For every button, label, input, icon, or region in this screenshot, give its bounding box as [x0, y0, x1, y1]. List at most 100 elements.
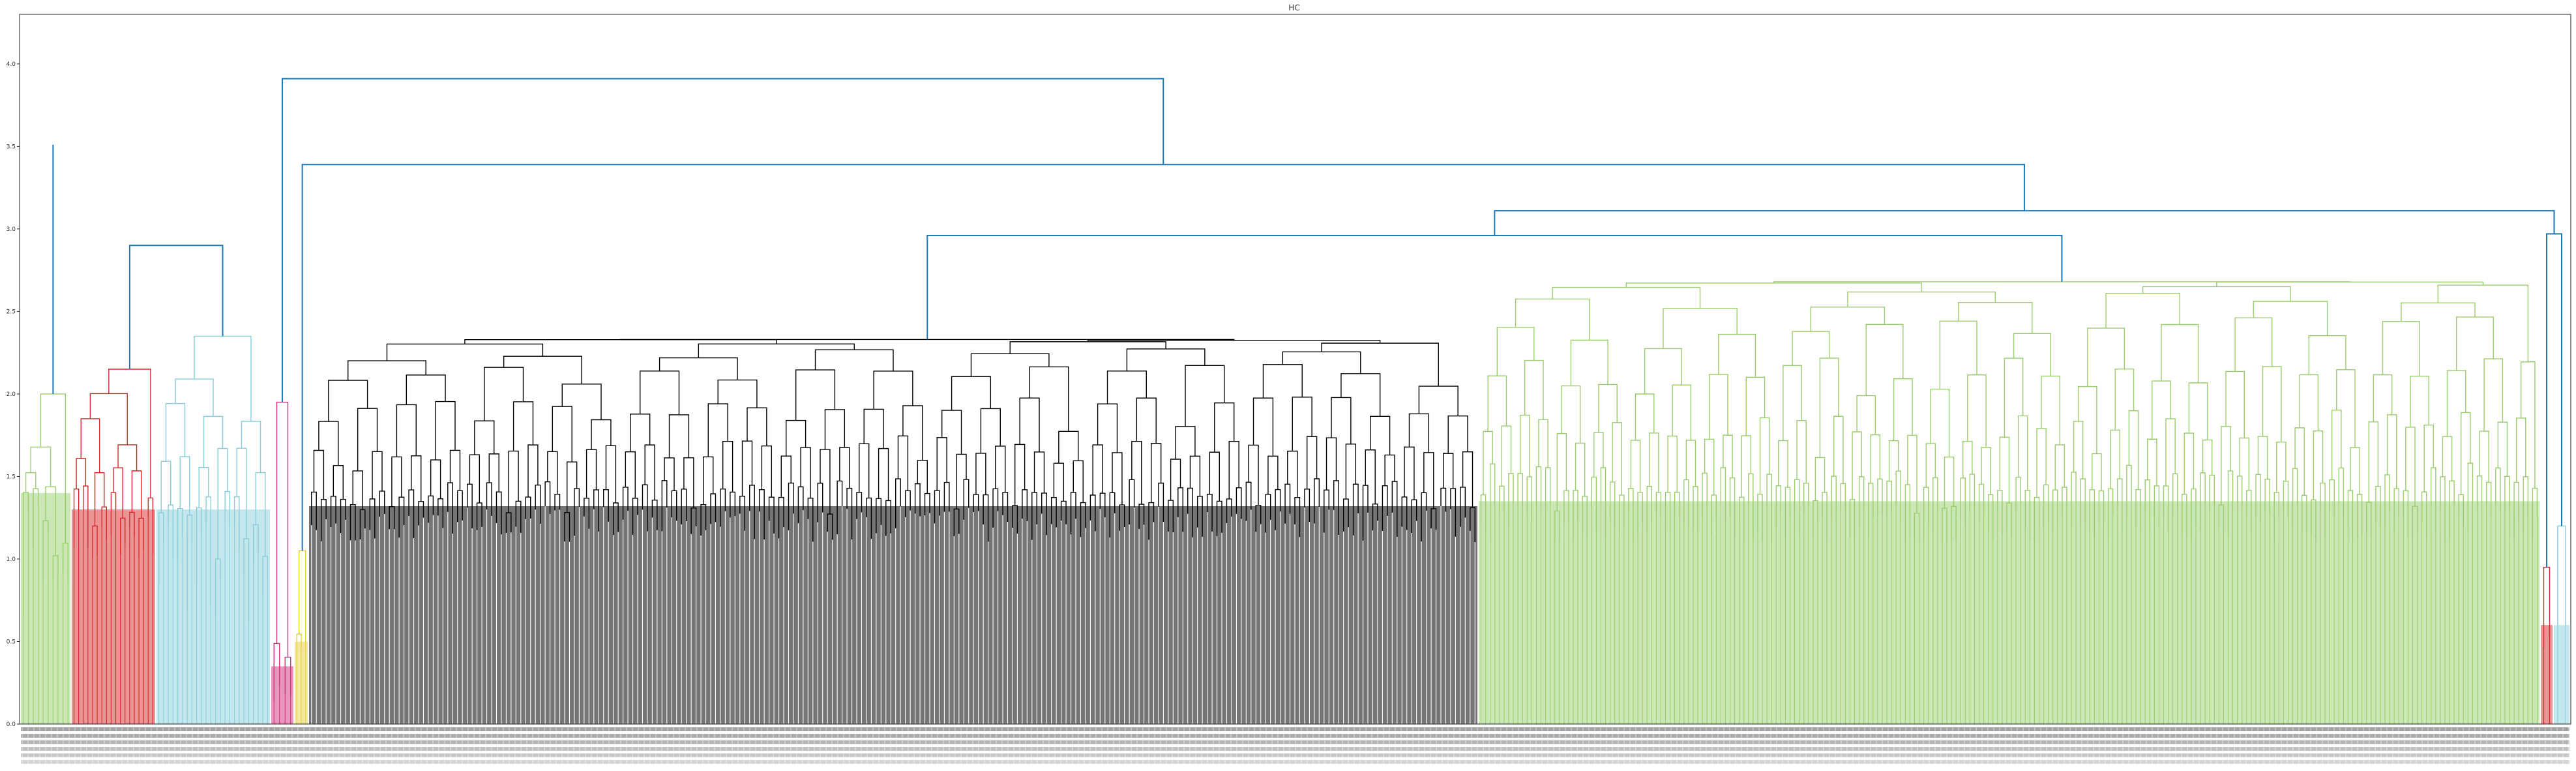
branch-c2	[92, 525, 98, 559]
branch-c6	[464, 339, 777, 344]
branch-c6	[391, 456, 402, 507]
branch-c7	[2126, 464, 2132, 520]
branch-c6	[956, 453, 967, 509]
branch-c7	[2218, 504, 2225, 535]
branch-c7	[1612, 422, 1622, 495]
branch-c6	[739, 495, 745, 531]
branch-c6	[876, 498, 882, 534]
branch-c7	[2437, 284, 2529, 362]
branch-c7	[2449, 480, 2455, 541]
branch-c6	[411, 455, 422, 502]
branch-c5	[298, 550, 306, 653]
branch-c7	[2043, 484, 2049, 523]
branch-c6	[683, 457, 694, 508]
branch-c6	[330, 496, 336, 527]
branch-c7	[1570, 339, 1608, 386]
branch-c6	[1092, 444, 1103, 495]
branch-c7	[1646, 486, 1652, 532]
branch-c6	[1382, 485, 1388, 531]
branch-c3	[243, 538, 250, 623]
branch-c3	[233, 496, 240, 550]
branch-c6	[786, 419, 807, 457]
branch-c7	[1483, 431, 1493, 495]
branch-c6	[406, 374, 446, 405]
branch-c7	[2483, 358, 2504, 431]
branch-c7	[1856, 395, 1876, 435]
branch-c7	[2098, 490, 2105, 525]
branch-c7	[1723, 434, 1733, 478]
branch-c2	[117, 444, 138, 471]
branch-c7	[2410, 376, 2429, 427]
branch-c6	[564, 512, 570, 542]
branch-c3	[168, 504, 174, 559]
branch-c6	[1401, 496, 1408, 530]
branch-c6	[690, 507, 697, 534]
branch-c7	[2107, 488, 2114, 541]
branch-c6	[1080, 502, 1086, 537]
branch-c7	[1886, 480, 1892, 516]
branch-c7	[2336, 369, 2356, 448]
branch-c7	[1609, 481, 1616, 526]
branch-c6	[396, 404, 417, 457]
branch-c7	[1819, 357, 1839, 458]
branch-c7	[1858, 476, 1865, 528]
branch-c6	[1342, 498, 1349, 532]
branch-c7	[1840, 483, 1846, 513]
branch-c6	[1131, 440, 1142, 505]
branch-c6	[1189, 455, 1201, 496]
branch-c6	[780, 455, 792, 498]
branch-c6	[1340, 373, 1381, 417]
branch-c7	[2191, 488, 2197, 541]
branch-c4	[273, 642, 280, 701]
cluster-fill-c1	[21, 492, 70, 724]
branch-c6	[1384, 454, 1395, 486]
branch-c6	[1460, 487, 1466, 527]
branch-c6	[980, 408, 1001, 453]
branch-c7	[1748, 473, 1754, 539]
branch-c6	[856, 492, 863, 519]
branch-c7	[2071, 472, 2077, 526]
branch-c6	[1331, 397, 1352, 444]
branch-c1	[23, 492, 29, 616]
branch-c7	[2283, 480, 2289, 519]
branch-c6	[466, 483, 473, 528]
branch-c6	[1236, 487, 1242, 519]
branch-c7	[2532, 487, 2538, 539]
branch-c2	[147, 497, 154, 555]
branch-c6	[943, 481, 950, 512]
branch-c7	[1556, 432, 1567, 511]
leaf-label-band	[21, 727, 2569, 764]
branch-c6	[340, 498, 346, 533]
branch-c7	[1593, 432, 1604, 477]
merge-u5	[1494, 210, 2555, 236]
branch-c7	[2110, 429, 2120, 489]
branch-c4	[276, 401, 289, 658]
branch-c6	[1009, 341, 1166, 354]
branch-c6	[418, 501, 424, 526]
branch-c2	[119, 517, 126, 555]
cluster-fill-c3	[156, 509, 270, 724]
branch-c7	[2386, 414, 2397, 489]
branch-c6	[1175, 426, 1196, 459]
branch-c7	[1563, 490, 1569, 523]
branch-c6	[1022, 489, 1028, 521]
branch-c2	[73, 489, 80, 548]
branch-c7	[2347, 490, 2354, 542]
branch-c7	[2105, 293, 2180, 329]
branch-c6	[357, 408, 378, 471]
branch-c7	[2521, 361, 2536, 489]
branch-c6	[1019, 397, 1040, 452]
merge-u2	[128, 245, 224, 369]
branch-c7	[2423, 424, 2434, 492]
branch-c6	[1352, 483, 1359, 536]
branch-c6	[488, 453, 499, 492]
branch-c3	[262, 556, 269, 596]
branch-c6	[827, 513, 833, 540]
branch-c7	[2239, 437, 2250, 491]
branch-c7	[1625, 282, 1922, 292]
branch-c2	[129, 511, 135, 536]
branch-c6	[710, 493, 717, 524]
branch-c7	[2200, 472, 2206, 530]
branch-c7	[2366, 502, 2372, 538]
branch-c6	[703, 456, 714, 505]
